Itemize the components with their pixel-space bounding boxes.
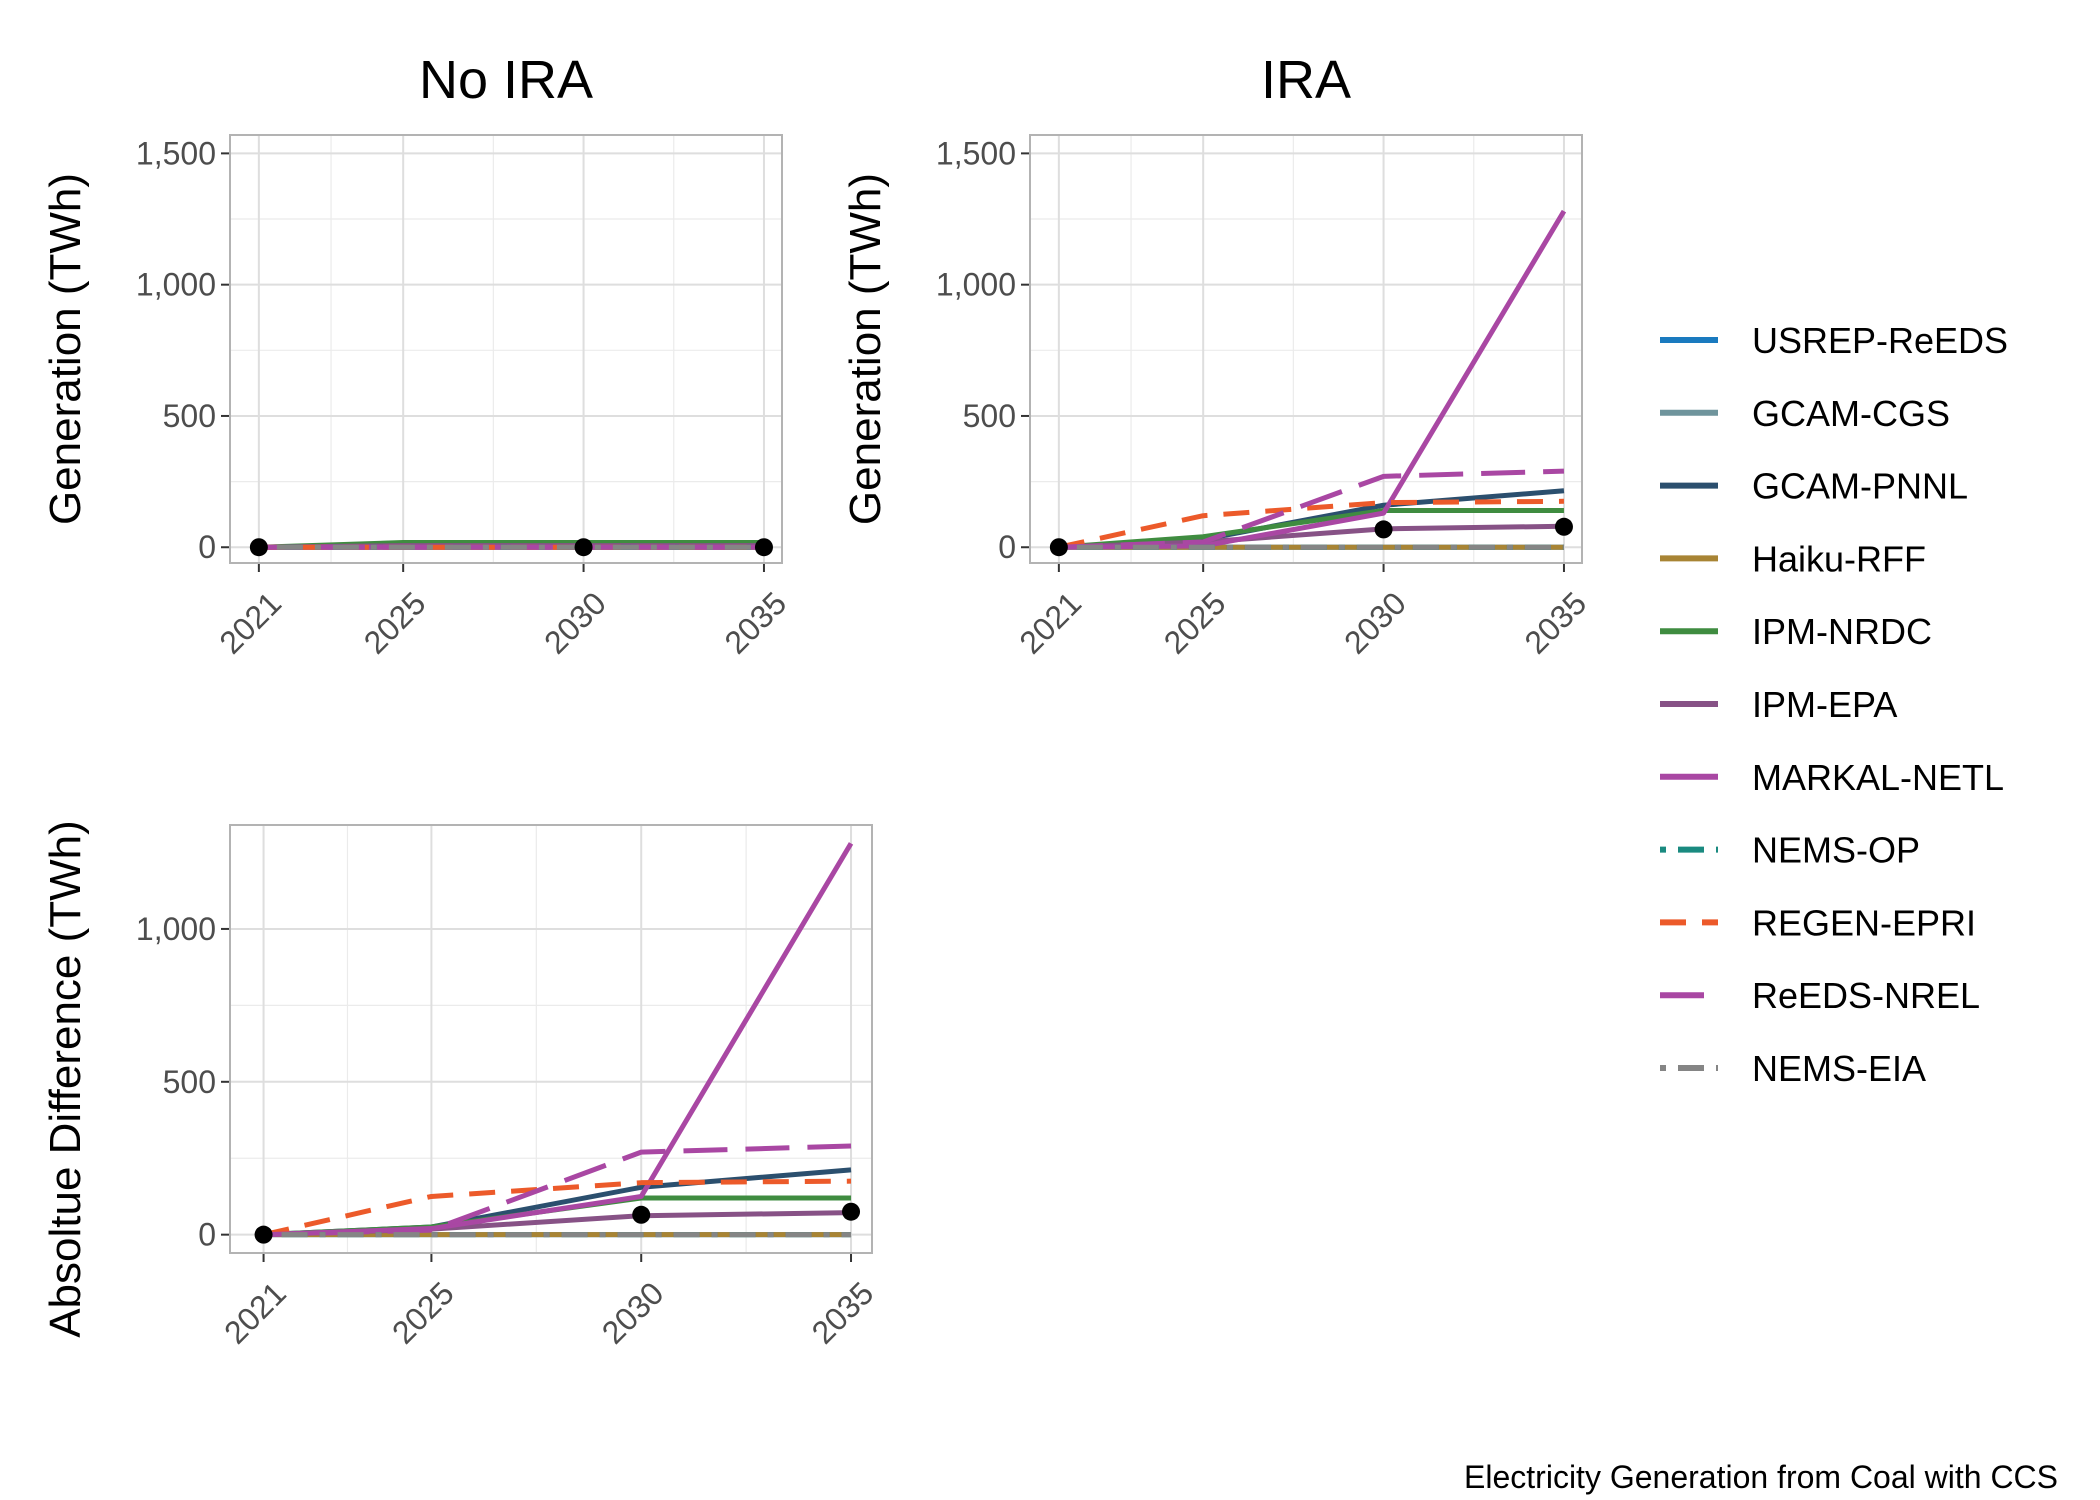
y-axis-label: Absoltue Difference (TWh) <box>41 820 90 1338</box>
y-tick-label: 500 <box>163 398 216 434</box>
x-tick-label: 2030 <box>595 1275 671 1351</box>
data-point <box>632 1205 651 1224</box>
y-tick-label: 500 <box>163 1064 216 1100</box>
data-point <box>249 538 268 557</box>
legend-item: GCAM-PNNL <box>1660 466 1968 507</box>
y-tick-label: 0 <box>198 529 216 565</box>
x-tick-label: 2035 <box>718 585 794 661</box>
x-tick-label: 2021 <box>217 1275 293 1351</box>
x-tick-label: 2021 <box>212 585 288 661</box>
y-axis-label: Generation (TWh) <box>41 173 90 525</box>
legend-label: MARKAL-NETL <box>1752 757 2004 798</box>
x-tick-label: 2025 <box>357 585 433 661</box>
legend-label: USREP-ReEDS <box>1752 320 2008 361</box>
legend-item: NEMS-EIA <box>1660 1048 1926 1089</box>
data-point <box>842 1202 861 1221</box>
data-point <box>574 538 593 557</box>
data-point <box>1374 520 1393 539</box>
legend-item: NEMS-OP <box>1660 830 1920 871</box>
legend-item: MARKAL-NETL <box>1660 757 2004 798</box>
legend-label: GCAM-CGS <box>1752 393 1950 434</box>
y-tick-label: 1,500 <box>136 135 216 171</box>
y-tick-label: 500 <box>963 398 1016 434</box>
panel-2: 2021 2025 2030 2035 0 500 1,000 1,500 IRA Generat… <box>841 50 1593 661</box>
x-tick-label: 2025 <box>385 1275 461 1351</box>
data-point <box>754 538 773 557</box>
x-tick-label: 2025 <box>1157 585 1233 661</box>
x-tick-label: 2035 <box>805 1275 881 1351</box>
legend-item: GCAM-CGS <box>1660 393 1950 434</box>
panel-1: 2021 2025 2030 2035 0 500 1,000 1,500 No IRA Gene… <box>41 50 793 661</box>
legend-label: ReEDS-NREL <box>1752 975 1980 1016</box>
legend-label: REGEN-EPRI <box>1752 902 1976 943</box>
plot-border <box>1029 134 1583 564</box>
y-tick-label: 0 <box>998 529 1016 565</box>
legend-label: Haiku-RFF <box>1752 538 1926 579</box>
y-tick-label: 1,000 <box>136 267 216 303</box>
plot-background <box>1030 135 1582 563</box>
data-point <box>254 1225 273 1244</box>
plot-border <box>229 134 783 564</box>
x-tick-label: 2030 <box>1337 585 1413 661</box>
legend-label: NEMS-OP <box>1752 830 1920 871</box>
legend-label: NEMS-EIA <box>1752 1048 1926 1089</box>
legend-item: REGEN-EPRI <box>1660 902 1976 943</box>
legend-item: IPM-EPA <box>1660 684 1897 725</box>
plot-background <box>230 135 782 563</box>
series-line-reeds-nrel <box>1058 468 1565 550</box>
legend-item: Haiku-RFF <box>1660 538 1926 579</box>
panel-3: 2021 2025 2030 2035 0 500 1,000 Absoltue Differ… <box>41 820 880 1350</box>
series-line-ipm-nrdc <box>1058 507 1564 550</box>
legend-label: GCAM-PNNL <box>1752 466 1968 507</box>
facet-title: No IRA <box>419 50 593 110</box>
facet-title: IRA <box>1261 50 1351 110</box>
figure-caption: Electricity Generation from Coal with CC… <box>1464 1459 2058 1495</box>
legend-item: ReEDS-NREL <box>1660 975 1980 1016</box>
y-tick-label: 1,000 <box>936 267 1016 303</box>
y-tick-label: 1,000 <box>136 911 216 947</box>
x-tick-label: 2030 <box>537 585 613 661</box>
plot-background <box>230 825 872 1253</box>
y-tick-label: 0 <box>198 1217 216 1253</box>
legend: USREP-ReEDS GCAM-CGS GCAM-PNNL Haiku-RFF IPM… <box>1660 320 2008 1089</box>
y-axis-label: Generation (TWh) <box>841 173 890 525</box>
y-tick-label: 1,500 <box>936 135 1016 171</box>
x-tick-label: 2021 <box>1012 585 1088 661</box>
x-tick-label: 2035 <box>1518 585 1594 661</box>
legend-item: IPM-NRDC <box>1660 611 1932 652</box>
legend-label: IPM-NRDC <box>1752 611 1932 652</box>
data-point <box>1554 517 1573 536</box>
plot-border <box>229 824 873 1254</box>
chart-panels: 2021 2025 2030 2035 0 500 1,000 1,500 No IRA Gene… <box>41 50 1593 1351</box>
legend-item: USREP-ReEDS <box>1660 320 2008 361</box>
legend-label: IPM-EPA <box>1752 684 1897 725</box>
data-point <box>1049 538 1068 557</box>
